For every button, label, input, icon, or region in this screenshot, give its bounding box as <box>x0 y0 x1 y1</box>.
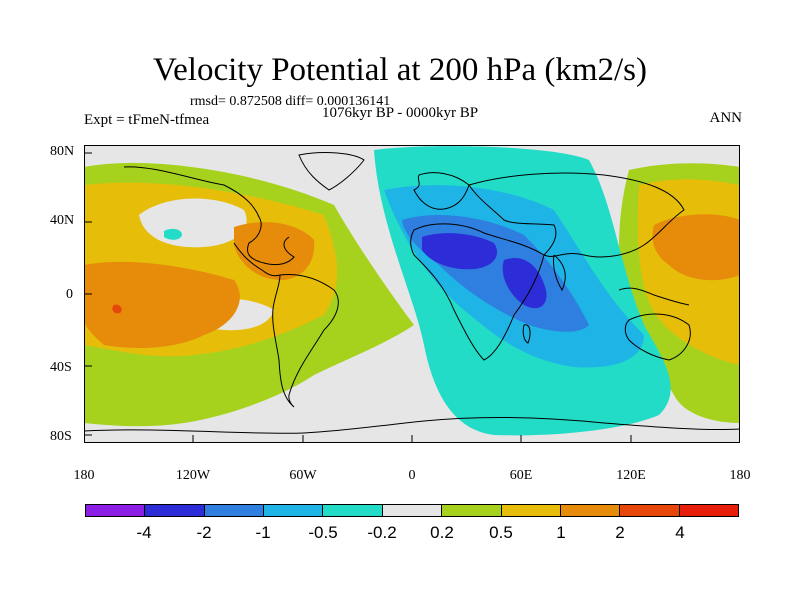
colorbar-label: 0.2 <box>430 523 454 542</box>
colorbar-label: -0.5 <box>308 523 338 542</box>
lat-label-80s: 80S <box>50 429 72 444</box>
colorbar-label: 0.5 <box>489 523 513 542</box>
colorbar-label: 1 <box>556 523 566 542</box>
colorbar-swatch <box>204 505 265 516</box>
lat-label-40n: 40N <box>50 213 75 228</box>
lon-label-180e: 180 <box>729 468 751 483</box>
map-title: Velocity Potential at 200 hPa (km2/s) <box>152 52 648 88</box>
caribbean-anomaly-strong <box>234 222 315 281</box>
africa-coast <box>410 223 545 361</box>
australia-coast <box>624 313 691 361</box>
central-america-coast <box>233 242 281 277</box>
experiment-label: Expt = tFmeN-tfmea <box>84 112 210 128</box>
map-ticks <box>84 152 632 443</box>
colorbar <box>85 504 739 517</box>
pacific-anomaly-strong <box>84 261 240 348</box>
rmsd-diff-stats: rmsd= 0.872508 diff= 0.000136141 <box>190 94 391 109</box>
europe-coast <box>413 172 470 210</box>
lon-label-120e: 120E <box>616 468 646 483</box>
colorbar-swatch <box>264 505 324 516</box>
africa-anomaly-max-north <box>422 233 498 270</box>
velocity-potential-map <box>84 145 740 443</box>
lat-label-eq: 0 <box>66 287 73 302</box>
colorbar-label: 4 <box>675 523 685 542</box>
antarctica-coast <box>84 416 740 434</box>
period-label: 1076kyr BP - 0000kyr BP <box>322 105 479 121</box>
colorbar-label: -0.2 <box>367 523 397 542</box>
colorbar-swatch <box>679 505 738 516</box>
small-negative-spot <box>164 228 182 240</box>
lat-label-80n: 80N <box>50 144 75 159</box>
colorbar-swatch <box>382 505 443 516</box>
lon-label-120w: 120W <box>175 468 211 483</box>
asia-coast <box>468 172 685 258</box>
india-coast <box>553 254 566 292</box>
lon-label-180w: 180 <box>73 468 95 483</box>
colorbar-swatch <box>145 505 205 516</box>
season-label: ANN <box>709 110 743 126</box>
colorbar-swatch <box>442 505 502 516</box>
colorbar-label: 2 <box>615 523 625 542</box>
coastlines <box>84 152 740 434</box>
colorbar-swatch <box>560 505 621 516</box>
colorbar-swatch <box>501 505 561 516</box>
colorbar-swatch <box>86 505 146 516</box>
lat-label-40s: 40S <box>50 360 72 375</box>
lon-label-0: 0 <box>408 468 416 483</box>
lon-label-60e: 60E <box>509 468 533 483</box>
colorbar-label: -1 <box>255 523 271 542</box>
north-america-coast <box>123 166 295 266</box>
lon-label-60w: 60W <box>289 468 317 483</box>
greenland-coast <box>298 152 365 191</box>
colorbar-swatch <box>323 505 383 516</box>
colorbar-label: -4 <box>136 523 152 542</box>
pacific-anomaly-max <box>112 304 122 314</box>
madagascar-coast <box>522 324 531 344</box>
colorbar-swatch <box>620 505 680 516</box>
south-america-coast <box>272 274 339 408</box>
maritime-continent-coast <box>618 287 690 306</box>
africa-anomaly-max-east <box>502 258 547 309</box>
colorbar-label: -2 <box>196 523 212 542</box>
west-pacific-anomaly-strong <box>652 214 740 281</box>
